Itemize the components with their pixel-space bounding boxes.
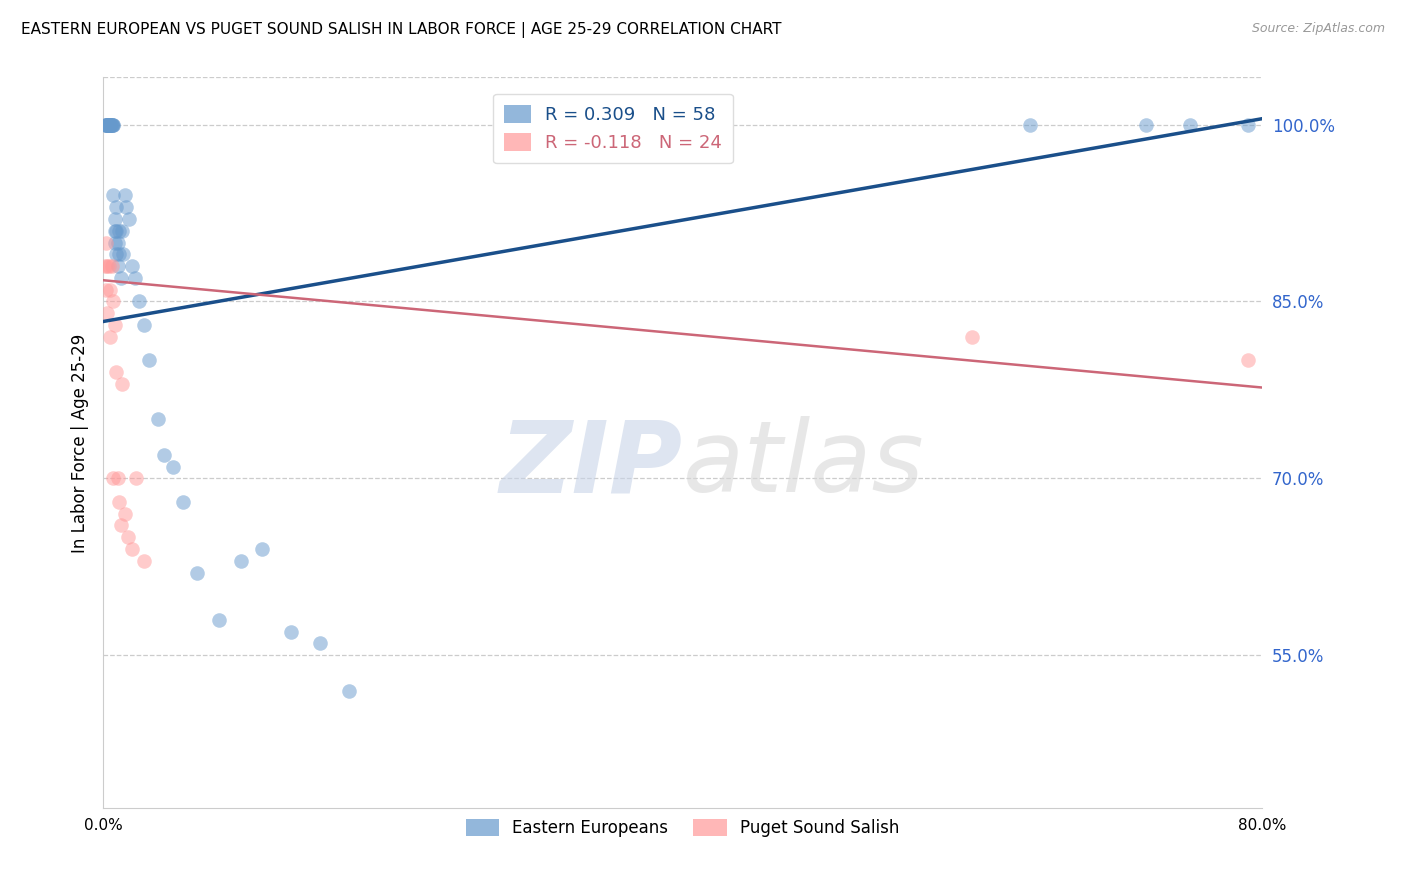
Point <box>103 118 125 132</box>
Point <box>114 188 136 202</box>
Point <box>100 330 122 344</box>
Point <box>1236 118 1258 132</box>
Point <box>107 235 129 250</box>
Point <box>148 412 170 426</box>
Point <box>162 459 184 474</box>
Point <box>309 636 332 650</box>
Point <box>100 118 122 132</box>
Point <box>104 211 127 226</box>
Point <box>125 471 148 485</box>
Point <box>100 118 122 132</box>
Point <box>101 118 124 132</box>
Point <box>138 353 160 368</box>
Text: ZIP: ZIP <box>499 417 682 514</box>
Point <box>132 318 155 332</box>
Point <box>103 294 125 309</box>
Point <box>252 542 274 557</box>
Point <box>96 118 118 132</box>
Point <box>110 518 132 533</box>
Point <box>121 542 143 557</box>
Point <box>108 224 131 238</box>
Point <box>97 118 120 132</box>
Point <box>124 271 146 285</box>
Point <box>94 118 117 132</box>
Point <box>104 235 127 250</box>
Point <box>103 471 125 485</box>
Point <box>101 259 124 273</box>
Text: EASTERN EUROPEAN VS PUGET SOUND SALISH IN LABOR FORCE | AGE 25-29 CORRELATION CH: EASTERN EUROPEAN VS PUGET SOUND SALISH I… <box>21 22 782 38</box>
Point <box>128 294 150 309</box>
Point <box>104 318 127 332</box>
Point <box>229 554 252 568</box>
Point <box>121 259 143 273</box>
Text: atlas: atlas <box>682 417 924 514</box>
Point <box>111 224 134 238</box>
Point <box>104 224 127 238</box>
Point <box>105 247 128 261</box>
Point <box>96 118 118 132</box>
Point <box>96 259 118 273</box>
Point <box>103 188 125 202</box>
Point <box>105 224 128 238</box>
Point <box>112 247 135 261</box>
Point <box>1135 118 1157 132</box>
Point <box>107 259 129 273</box>
Point <box>97 118 120 132</box>
Point <box>101 118 124 132</box>
Text: Source: ZipAtlas.com: Source: ZipAtlas.com <box>1251 22 1385 36</box>
Point <box>94 118 117 132</box>
Point <box>339 683 361 698</box>
Point <box>93 259 115 273</box>
Y-axis label: In Labor Force | Age 25-29: In Labor Force | Age 25-29 <box>72 334 89 552</box>
Point <box>96 118 118 132</box>
Point <box>97 118 120 132</box>
Point <box>115 200 138 214</box>
Point <box>100 118 122 132</box>
Point <box>108 247 131 261</box>
Point <box>1019 118 1042 132</box>
Point <box>117 530 139 544</box>
Point <box>100 118 122 132</box>
Legend: Eastern Europeans, Puget Sound Salish: Eastern Europeans, Puget Sound Salish <box>460 813 905 844</box>
Point <box>153 448 176 462</box>
Point <box>105 200 128 214</box>
Point <box>172 495 194 509</box>
Point <box>110 271 132 285</box>
Point <box>107 471 129 485</box>
Point <box>1236 353 1258 368</box>
Point <box>94 235 117 250</box>
Point <box>105 365 128 379</box>
Point <box>93 118 115 132</box>
Point <box>208 613 231 627</box>
Point <box>101 118 124 132</box>
Point <box>103 118 125 132</box>
Point <box>280 624 302 639</box>
Point <box>118 211 141 226</box>
Point <box>96 118 118 132</box>
Point <box>1178 118 1201 132</box>
Point <box>100 283 122 297</box>
Point <box>108 495 131 509</box>
Point <box>97 259 120 273</box>
Point <box>114 507 136 521</box>
Point <box>714 118 737 132</box>
Point <box>132 554 155 568</box>
Point <box>962 330 984 344</box>
Point <box>100 118 122 132</box>
Point <box>94 283 117 297</box>
Point <box>186 566 208 580</box>
Point <box>96 306 118 320</box>
Point <box>111 376 134 391</box>
